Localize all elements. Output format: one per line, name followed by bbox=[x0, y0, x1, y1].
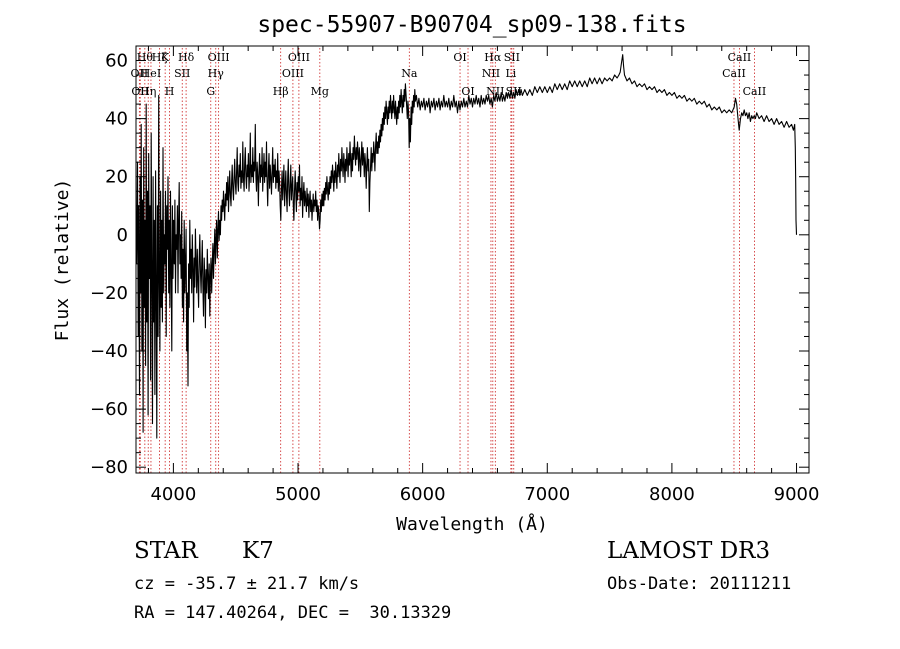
y-axis: −80 −60 −40 −20 0 20 40 60 bbox=[90, 45, 809, 478]
spectral-line-label: Hζ bbox=[152, 51, 168, 64]
spectral-line-label: CaII bbox=[728, 51, 752, 64]
y-axis-label: Flux (relative) bbox=[52, 179, 73, 342]
spectral-line-label: SII bbox=[174, 67, 190, 80]
spectral-line-label: Na bbox=[401, 67, 418, 80]
spectral-line-label: Li bbox=[505, 67, 516, 80]
spectral-line-label: OIII bbox=[208, 51, 230, 64]
spectral-line-label: OIII bbox=[282, 67, 304, 80]
spectral-line-labels: OIIOIIHθHηHeIHζKHSIIHδGHγOIIIHβOIIIOIIIM… bbox=[131, 51, 767, 98]
plot-frame bbox=[135, 45, 810, 474]
spectral-line-label: Hδ bbox=[178, 51, 195, 64]
x-tick-label: 6000 bbox=[400, 484, 446, 505]
x-tick-label: 9000 bbox=[774, 484, 820, 505]
spectral-line-label: K bbox=[161, 51, 170, 64]
x-tick-label: 4000 bbox=[150, 484, 196, 505]
y-tick-label: −40 bbox=[90, 341, 128, 362]
spectral-line-label: CaII bbox=[743, 85, 767, 98]
spectral-line-label: SII bbox=[504, 51, 520, 64]
spectral-line-label: OII bbox=[131, 67, 149, 80]
spectral-line-markers bbox=[138, 48, 755, 473]
spectral-line-label: HeI bbox=[141, 67, 161, 80]
y-tick-label: 60 bbox=[105, 51, 128, 72]
spectral-line-label: Hβ bbox=[273, 85, 289, 98]
spectral-line-label: Hα bbox=[484, 51, 502, 64]
observation-date: Obs-Date: 20111211 bbox=[607, 574, 792, 594]
y-tick-label: 40 bbox=[105, 109, 128, 130]
x-axis-label: Wavelength (Å) bbox=[396, 513, 548, 535]
spectral-line-label: OI bbox=[461, 85, 474, 98]
spectral-line-label: Mg bbox=[311, 85, 329, 98]
spectral-line-label: Hγ bbox=[208, 67, 225, 80]
spectral-line-label: G bbox=[206, 85, 215, 98]
object-subclass: K7 bbox=[242, 538, 274, 564]
spectrum-series-line bbox=[136, 54, 798, 439]
y-tick-label: 20 bbox=[105, 167, 128, 188]
x-axis: 4000 5000 6000 7000 8000 9000 bbox=[147, 46, 820, 505]
coordinates-readout: RA = 147.40264, DEC = 30.13329 bbox=[134, 603, 452, 623]
chart-title: spec-55907-B90704_sp09-138.fits bbox=[257, 12, 686, 38]
redshift-readout: cz = -35.7 ± 21.7 km/s bbox=[134, 574, 360, 594]
y-tick-label: 0 bbox=[117, 225, 128, 246]
spectral-line-label: CaII bbox=[722, 67, 746, 80]
y-tick-label: −60 bbox=[90, 399, 128, 420]
spectral-line-label: OI bbox=[453, 51, 466, 64]
spectral-line-label: OIII bbox=[288, 51, 310, 64]
spectral-line-label: Hη bbox=[140, 85, 156, 98]
y-tick-label: −80 bbox=[90, 457, 128, 478]
x-tick-label: 8000 bbox=[649, 484, 695, 505]
spectral-line-label: NII bbox=[482, 67, 500, 80]
spectral-line-label: H bbox=[165, 85, 175, 98]
x-tick-label: 7000 bbox=[524, 484, 570, 505]
spectral-line-label: NII bbox=[486, 85, 504, 98]
y-tick-label: −20 bbox=[90, 283, 128, 304]
x-tick-label: 5000 bbox=[275, 484, 321, 505]
object-class: STAR bbox=[134, 538, 198, 564]
survey-name: LAMOST DR3 bbox=[607, 538, 771, 564]
